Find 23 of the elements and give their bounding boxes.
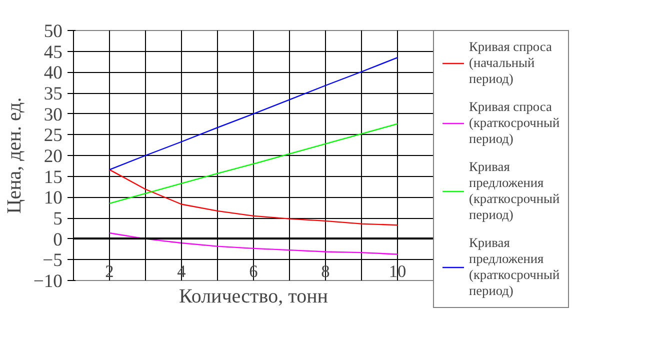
y-axis-title: Цена, ден. ед. [3, 97, 26, 214]
y-tick-label: −5 [42, 250, 63, 272]
legend-label: Кривая предложения (краткосрочный период) [469, 159, 560, 223]
y-tick-label: −10 [33, 271, 63, 292]
line-series [108, 169, 398, 226]
y-tick-label: 50 [44, 21, 62, 42]
y-tick-label: 20 [44, 146, 62, 167]
y-tick-label: 30 [44, 104, 62, 126]
y-tick-label: 10 [44, 188, 62, 209]
y-tick-label: 45 [44, 42, 62, 63]
legend-label: Кривая предложения (краткосрочный период) [469, 235, 560, 299]
line-series [108, 56, 398, 170]
y-tick-label: 40 [44, 62, 62, 84]
x-axis-title: Количество, тонн [179, 286, 328, 308]
y-tick-label: 25 [44, 125, 62, 146]
y-tick-label: 5 [53, 208, 62, 230]
legend-label: Кривая спроса (краткосрочный период) [469, 99, 560, 147]
line-series [108, 232, 398, 255]
y-tick-label: 15 [44, 166, 62, 188]
legend-label: Кривая спроса (начальный период) [469, 39, 552, 87]
line-series [108, 123, 398, 204]
y-tick-label: 0 [53, 229, 62, 250]
y-tick-label: 35 [44, 84, 62, 104]
